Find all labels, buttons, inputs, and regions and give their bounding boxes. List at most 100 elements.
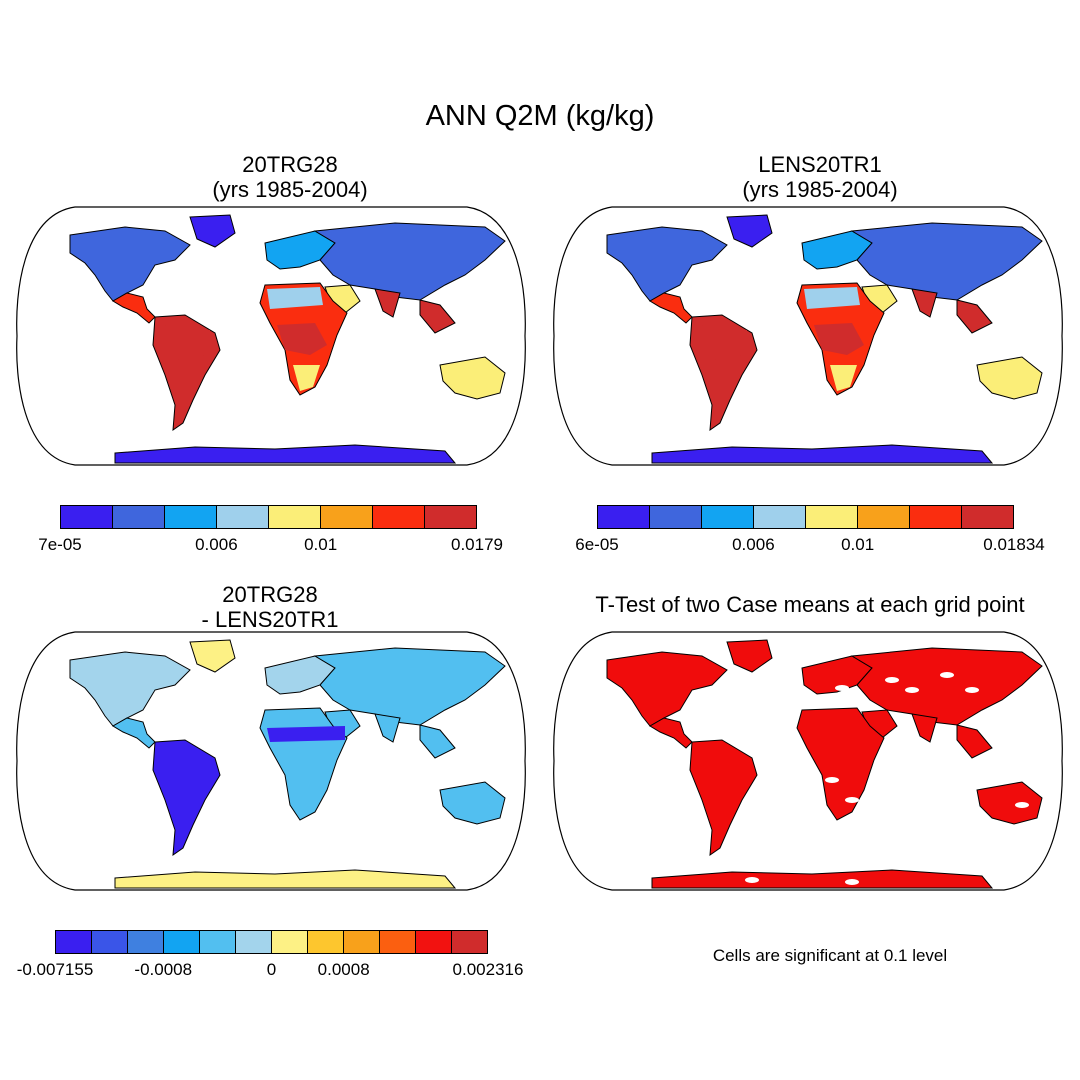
significance-note: Cells are significant at 0.1 level	[712, 946, 948, 965]
insignificant-cell	[1015, 802, 1029, 808]
colorbar-box	[416, 931, 452, 953]
sahel-band	[267, 726, 345, 742]
colorbar-box	[702, 506, 754, 528]
map-case2	[552, 205, 1064, 467]
colorbar-box	[113, 506, 165, 528]
continent-antarctica	[114, 444, 457, 464]
continent-northAmerica	[69, 651, 191, 727]
colorbar-box	[373, 506, 425, 528]
insignificant-cell	[965, 687, 979, 693]
continent-india	[911, 288, 938, 318]
continent-seAsia	[956, 299, 993, 334]
insignificant-cell	[940, 672, 954, 678]
colorbar-box	[56, 931, 92, 953]
colorbar-label: -0.0008	[134, 960, 193, 979]
colorbar-label: 0	[266, 960, 277, 979]
insignificant-cell	[745, 877, 759, 883]
continent-northAmerica	[606, 226, 728, 302]
continent-australia	[439, 356, 506, 400]
colorbar-label: 7e-05	[38, 535, 82, 554]
colorbar-case1	[60, 505, 477, 529]
map-svg	[553, 631, 1063, 891]
climate-band-south-africa	[293, 365, 320, 391]
continent-greenland	[189, 639, 236, 673]
panel-title-diff: 20TRG28 - LENS20TR1	[120, 582, 420, 632]
panel-title-diff-line2: - LENS20TR1	[201, 607, 339, 632]
climate-band-amazon	[165, 325, 210, 360]
colorbar-label: 0.002316	[452, 960, 524, 979]
colorbar-box	[128, 931, 164, 953]
colorbar-box	[164, 931, 200, 953]
colorbar-label: 0.01	[304, 535, 338, 554]
colorbar-label: 6e-05	[575, 535, 619, 554]
colorbar-label: 0.006	[195, 535, 238, 554]
colorbar-box	[598, 506, 650, 528]
map-diff	[15, 630, 527, 892]
climate-band-south-africa	[830, 365, 857, 391]
map-svg	[16, 631, 526, 891]
colorbar-box	[650, 506, 702, 528]
map-svg	[16, 206, 526, 466]
colorbar-box	[92, 931, 128, 953]
panel-title-case1-line2: (yrs 1985-2004)	[212, 177, 368, 202]
panel-title-ttest: T-Test of two Case means at each grid po…	[595, 592, 1025, 617]
colorbar-label: 0.006	[732, 535, 775, 554]
continent-northAmerica	[69, 226, 191, 302]
colorbar-box	[806, 506, 858, 528]
map-frame	[16, 631, 526, 891]
continent-india	[911, 713, 938, 743]
climate-band-sahara	[804, 287, 860, 309]
insignificant-cell	[835, 685, 849, 691]
panel-title-case2: LENS20TR1 (yrs 1985-2004)	[670, 152, 970, 202]
colorbar-case2	[597, 505, 1014, 529]
climate-band-africa-humid	[277, 323, 327, 355]
continent-seAsia	[419, 724, 456, 759]
colorbar-diff	[55, 930, 488, 954]
colorbar-label: -0.007155	[16, 960, 94, 979]
continent-seAsia	[419, 299, 456, 334]
map-frame	[553, 206, 1063, 466]
continent-greenland	[726, 639, 773, 673]
colorbar-label: 0.01834	[983, 535, 1045, 554]
insignificant-cell	[825, 777, 839, 783]
continent-india	[374, 288, 401, 318]
colorbar-box	[754, 506, 806, 528]
panel-title-case2-line2: (yrs 1985-2004)	[742, 177, 898, 202]
colorbar-box	[858, 506, 910, 528]
colorbar-box	[910, 506, 962, 528]
climate-band-sahara	[267, 287, 323, 309]
continent-greenland	[189, 214, 236, 248]
continent-antarctica	[114, 869, 457, 889]
colorbar-box	[308, 931, 344, 953]
colorbar-box	[236, 931, 272, 953]
panel-title-case1-line1: 20TRG28	[242, 152, 338, 177]
colorbar-label: 0.01	[841, 535, 875, 554]
continent-australia	[439, 781, 506, 825]
colorbar-box	[452, 931, 487, 953]
continent-antarctica	[651, 869, 994, 889]
panel-title-diff-line1: 20TRG28	[222, 582, 318, 607]
insignificant-cell	[845, 693, 859, 699]
figure-title: ANN Q2M (kg/kg)	[425, 100, 655, 132]
colorbar-label: 0.0179	[451, 535, 503, 554]
map-frame	[16, 206, 526, 466]
continent-southAmerica	[152, 739, 221, 857]
insignificant-cell	[845, 879, 859, 885]
colorbar-box	[272, 931, 308, 953]
panel-title-case1: 20TRG28 (yrs 1985-2004)	[140, 152, 440, 202]
colorbar-box	[200, 931, 236, 953]
insignificant-cell	[845, 797, 859, 803]
map-frame	[553, 631, 1063, 891]
climate-band-africa-humid	[814, 323, 864, 355]
colorbar-box	[321, 506, 373, 528]
continent-australia	[976, 356, 1043, 400]
continent-india	[374, 713, 401, 743]
continent-australia	[976, 781, 1043, 825]
colorbar-box	[217, 506, 269, 528]
colorbar-box	[269, 506, 321, 528]
continent-seAsia	[956, 724, 993, 759]
continent-northAmerica	[606, 651, 728, 727]
panel-title-case2-line1: LENS20TR1	[758, 152, 882, 177]
continent-antarctica	[651, 444, 994, 464]
map-svg	[553, 206, 1063, 466]
